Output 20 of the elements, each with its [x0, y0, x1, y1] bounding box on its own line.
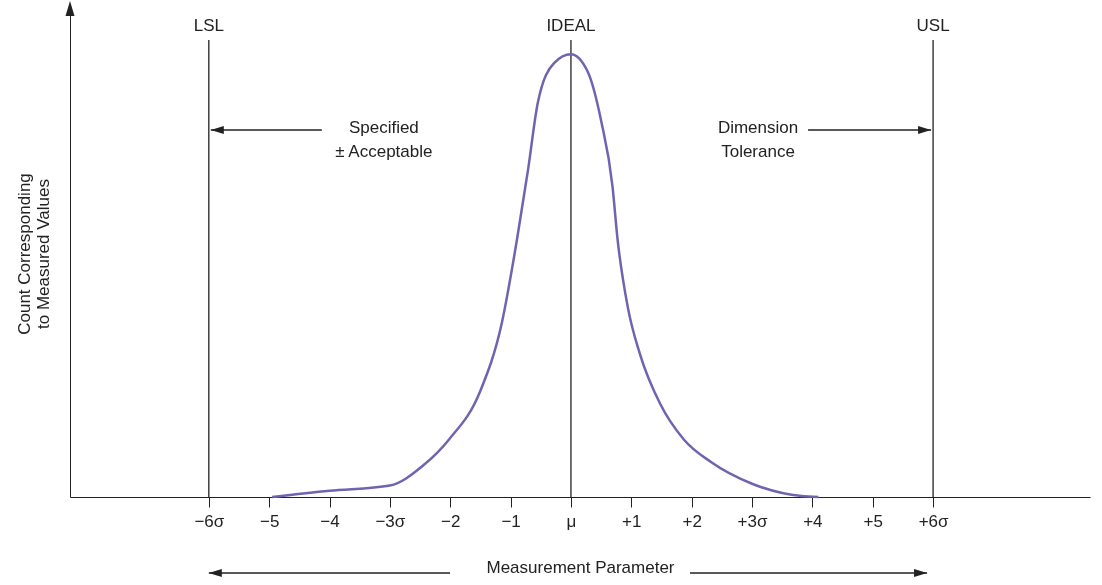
x-tick-label: −1	[501, 511, 521, 531]
y-axis-title: Count Corresponding to Measured Values	[14, 173, 53, 335]
x-tick-label: −3σ	[375, 511, 406, 531]
ref-line-label: USL	[916, 16, 950, 35]
x-tick-label: +3σ	[737, 511, 768, 531]
ref-line-label: IDEAL	[546, 16, 596, 35]
x-tick-label: −2	[441, 511, 461, 531]
x-tick-label: +5	[863, 511, 883, 531]
x-tick-label: −4	[320, 511, 340, 531]
x-tick-label: μ	[566, 511, 577, 531]
ref-line-label: LSL	[193, 16, 224, 35]
annotation: Specified ± Acceptable	[335, 118, 433, 161]
x-tick-label: +4	[803, 511, 823, 531]
x-tick-label: −5	[259, 511, 280, 531]
x-tick-label: +1	[622, 511, 642, 531]
x-tick-label: +2	[682, 511, 702, 531]
x-tick-label: −6σ	[194, 511, 225, 531]
x-axis-title: Measurement Parameter	[486, 557, 675, 577]
x-tick-label: +6σ	[918, 511, 950, 531]
annotation: Dimension Tolerance	[717, 118, 799, 161]
